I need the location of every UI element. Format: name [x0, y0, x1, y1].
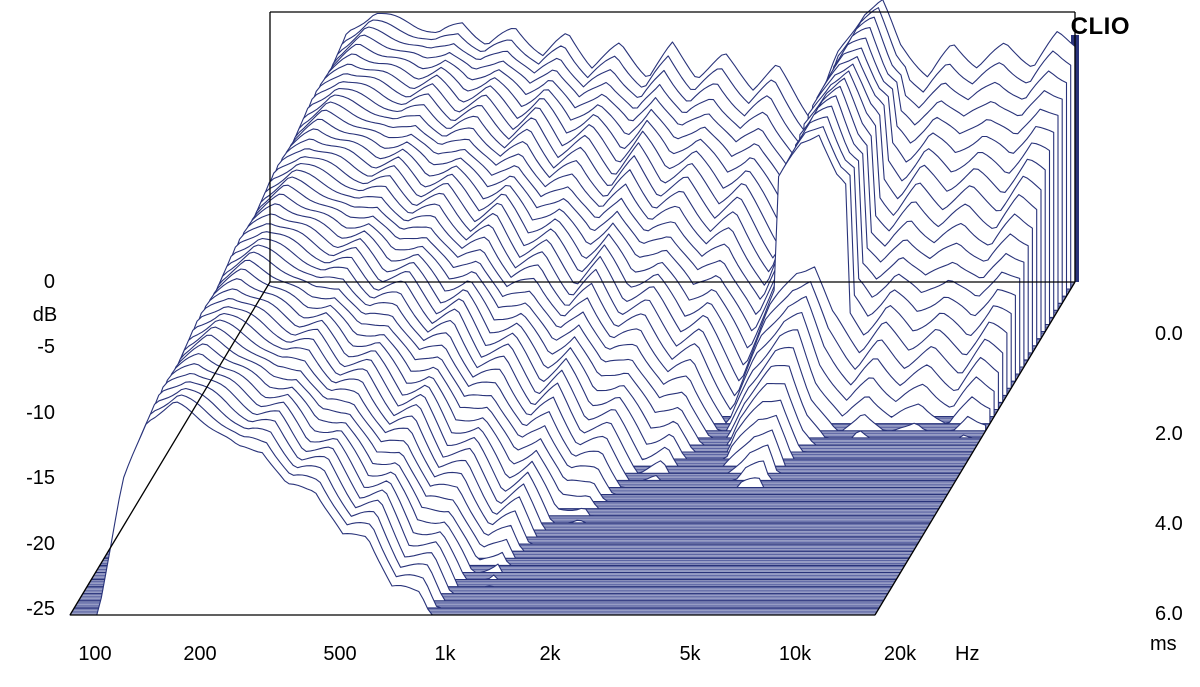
y-unit: dB — [33, 304, 57, 326]
x-unit: Hz — [955, 643, 979, 665]
y-axis-labels: 0 -5 -10 -15 -20 -25 dB — [26, 271, 57, 620]
brand-label: CLIO — [1071, 13, 1130, 40]
y-tick: -20 — [26, 533, 55, 555]
y-tick: 0 — [44, 271, 55, 293]
waterfall-plot: CLIO 0-5-10-15-20-25dB 1002005001k2k5k10… — [0, 0, 1200, 687]
x-tick: 500 — [323, 643, 356, 665]
z-tick: 6.0 — [1155, 603, 1183, 625]
x-tick: 20k — [884, 643, 917, 665]
x-tick: 2k — [539, 643, 561, 665]
ridgelines — [70, 0, 1075, 615]
y-tick: -15 — [26, 467, 55, 489]
x-tick: 5k — [679, 643, 701, 665]
x-tick: 10k — [779, 643, 812, 665]
x-tick: 1k — [434, 643, 456, 665]
x-tick: 200 — [183, 643, 216, 665]
y-tick: -25 — [26, 598, 55, 620]
z-tick: 2.0 — [1155, 423, 1183, 445]
y-tick: -10 — [26, 402, 55, 424]
x-axis-labels: 100 200 500 1k 2k 5k 10k 20k Hz — [78, 643, 979, 665]
z-tick: 4.0 — [1155, 513, 1183, 535]
y-tick: -5 — [37, 336, 55, 358]
z-axis-labels: 0.0 2.0 4.0 6.0 ms — [1150, 323, 1183, 655]
z-unit: ms — [1150, 633, 1177, 655]
z-tick: 0.0 — [1155, 323, 1183, 345]
x-tick: 100 — [78, 643, 111, 665]
